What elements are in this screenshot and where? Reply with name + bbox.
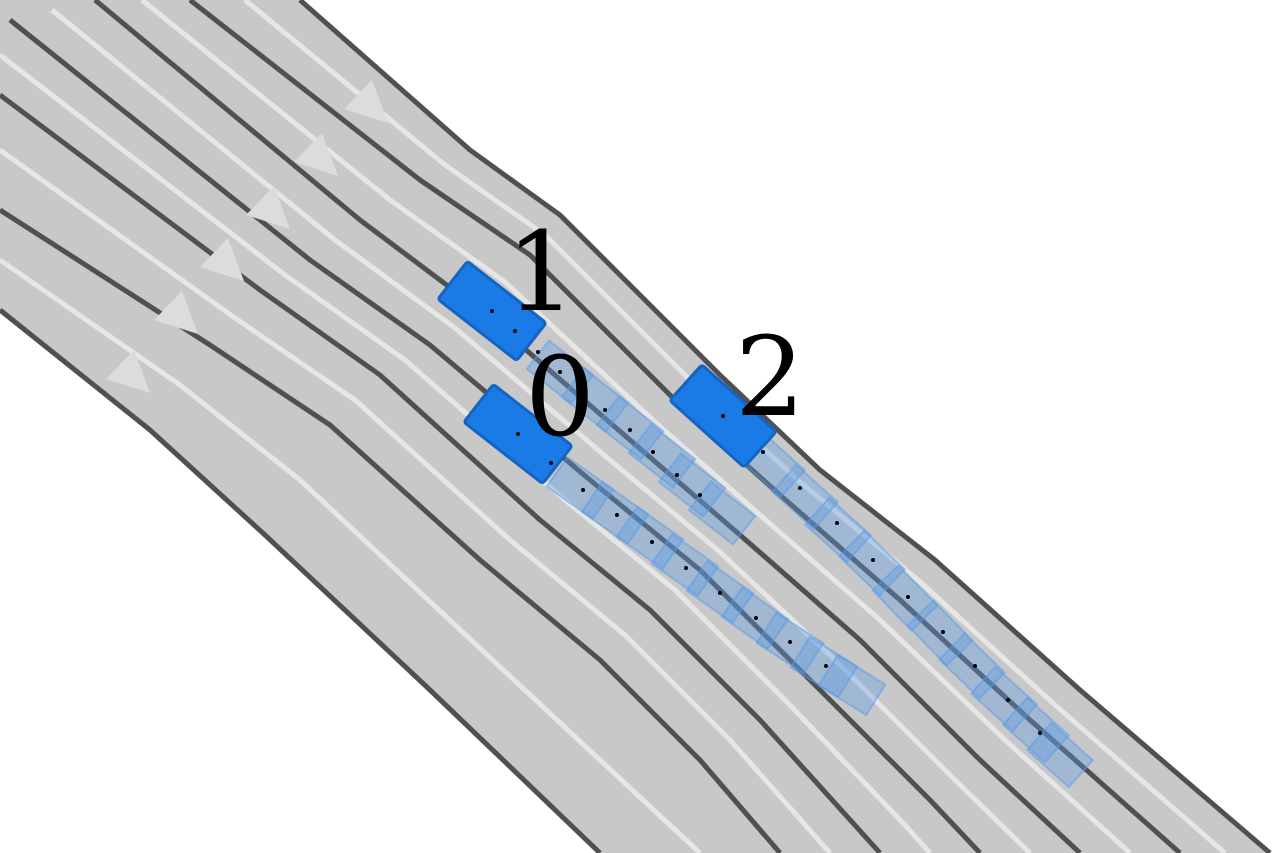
trail-box <box>770 463 840 531</box>
lane-line <box>8 18 982 853</box>
trail-box <box>871 563 939 633</box>
road-edge-right <box>298 0 1272 853</box>
trail-box <box>1001 696 1071 764</box>
lane-direction-arrow <box>246 186 290 229</box>
trail-box <box>789 635 859 699</box>
trail-dot <box>1006 698 1010 702</box>
vehicle-dot <box>513 329 517 333</box>
trail-dot <box>718 591 722 595</box>
vehicle-dot <box>549 461 553 465</box>
trail-box <box>657 452 727 518</box>
trail-dot <box>835 521 839 525</box>
trail-dot <box>615 513 619 517</box>
trail-dot <box>651 450 655 454</box>
vehicle-dots <box>490 309 725 465</box>
trail-dot <box>788 640 792 644</box>
lane-center <box>0 53 932 853</box>
trail-dot <box>603 408 607 412</box>
lane-line <box>0 93 882 853</box>
trail-dot <box>761 450 765 454</box>
trail-dot <box>650 540 654 544</box>
trail-dot <box>536 350 540 354</box>
trail-dots <box>536 350 1042 735</box>
lane-line <box>93 0 1082 853</box>
vehicle-dot <box>721 414 725 418</box>
vehicle-2-label: 2 <box>735 313 805 441</box>
direction-arrows <box>106 80 388 393</box>
trail-box <box>650 532 720 598</box>
trajectory-trails <box>525 339 1095 789</box>
trail-box <box>969 665 1039 733</box>
lane-direction-arrow <box>294 133 338 176</box>
trail-box <box>545 455 615 521</box>
trail-dot <box>824 664 828 668</box>
lane-direction-arrow <box>106 350 150 393</box>
vehicle-dot <box>516 432 520 436</box>
trail-box <box>1025 721 1095 789</box>
trail-box <box>906 598 974 668</box>
lane-center <box>0 257 702 853</box>
trail-dot <box>581 488 585 492</box>
trail-box <box>560 367 630 433</box>
lane-direction-arrow <box>200 238 244 281</box>
trail-dot <box>698 493 702 497</box>
road-edge-left <box>0 308 602 853</box>
trail-dot <box>628 428 632 432</box>
trail-dot <box>558 370 562 374</box>
lane-line <box>0 207 782 853</box>
trail-box <box>837 529 907 597</box>
trail-dot <box>941 630 945 634</box>
trail-dot <box>798 486 802 490</box>
lane-direction-arrow <box>344 80 388 123</box>
trail-dot <box>684 566 688 570</box>
trail-dot <box>906 595 910 599</box>
lane-center <box>0 147 832 853</box>
lane-center <box>50 8 1032 853</box>
trail-box <box>937 632 1007 700</box>
trail-box <box>817 653 887 717</box>
trail-dot <box>675 473 679 477</box>
trail-dot <box>871 558 875 562</box>
vehicle-0-label: 0 <box>525 333 595 461</box>
vehicle-dot <box>490 309 494 313</box>
trail-box <box>615 505 685 571</box>
trail-dot <box>973 664 977 668</box>
trail-box <box>803 496 873 564</box>
trail-dot <box>1038 731 1042 735</box>
vehicle-1-label: 1 <box>506 208 576 336</box>
trail-box <box>580 480 650 546</box>
lane-direction-arrow <box>154 291 198 334</box>
trail-dot <box>754 616 758 620</box>
trail-box <box>627 423 697 489</box>
lane-center <box>140 0 1132 853</box>
